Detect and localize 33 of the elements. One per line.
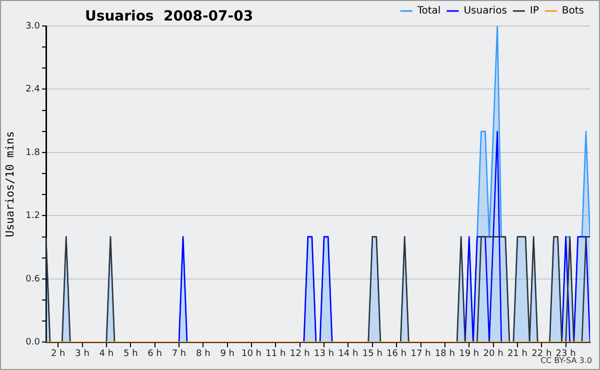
text: CC BY-SA 3.0 — [540, 356, 592, 366]
x-tick-label: 11 h — [266, 348, 286, 359]
legend-label: Total — [416, 6, 441, 17]
x-tick-label: 17 h — [410, 348, 431, 359]
y-tick-label: 2.4 — [26, 84, 40, 95]
x-tick-label: 14 h — [338, 348, 358, 359]
x-tick-label: 21 h — [507, 348, 528, 359]
x-tick-label: 7 h — [172, 348, 186, 359]
legend-label: Usuarios — [464, 6, 507, 17]
y-tick-label: 1.2 — [26, 211, 40, 222]
x-tick-label: 19 h — [459, 348, 480, 359]
x-tick-label: 20 h — [483, 348, 504, 359]
y-tick-label: 0.6 — [26, 274, 40, 284]
chart-title: Usuarios 2008-07-03 — [85, 8, 254, 25]
x-tick-label: 15 h — [362, 348, 382, 359]
x-tick-label: 2 h — [50, 348, 66, 359]
legend-label: IP — [530, 6, 539, 17]
x-tick-label: 3 h — [75, 348, 90, 359]
y-tick-label: 1.8 — [26, 148, 40, 158]
y-tick-label: 0.0 — [26, 338, 40, 348]
y-tick-label: 3.0 — [26, 21, 40, 32]
x-tick-label: 16 h — [386, 348, 407, 359]
y-axis-title: Usuarios/10 mins — [3, 131, 16, 238]
x-tick-label: 18 h — [434, 348, 455, 359]
x-tick-label: 8 h — [196, 348, 210, 359]
x-tick-label: 9 h — [220, 348, 234, 359]
x-tick-label: 13 h — [314, 348, 334, 359]
x-tick-label: 10 h — [241, 348, 262, 359]
x-tick-label: 4 h — [99, 348, 114, 359]
x-tick-label: 6 h — [148, 348, 162, 359]
x-tick-label: 12 h — [290, 348, 310, 359]
legend-label: Bots — [562, 6, 584, 17]
x-tick-label: 5 h — [123, 348, 138, 359]
